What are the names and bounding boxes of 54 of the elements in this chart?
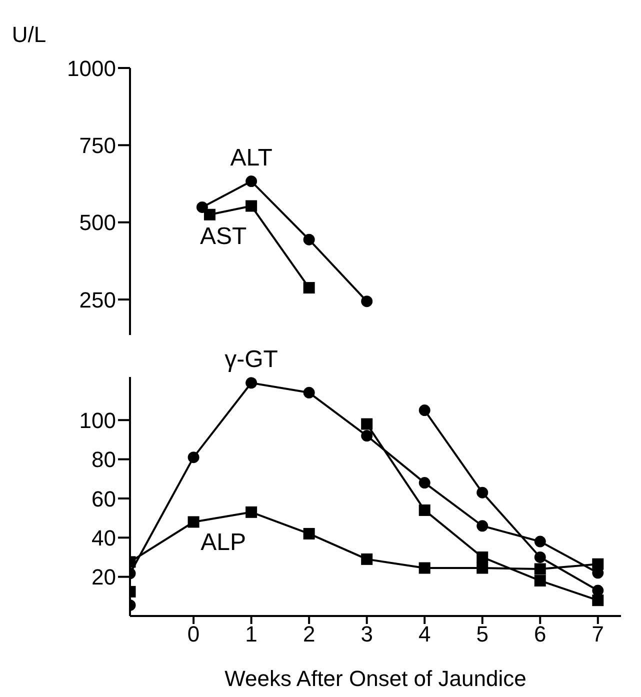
point — [196, 201, 208, 213]
x-tick-label: 6 — [534, 622, 546, 647]
point — [534, 574, 546, 586]
series-label: AST — [200, 222, 247, 250]
y-tick-label: 750 — [79, 132, 116, 158]
x-tick-label: 1 — [245, 622, 258, 647]
point — [418, 477, 430, 489]
x-tick-label: 4 — [418, 622, 431, 647]
series-label: γ-GT — [224, 346, 278, 373]
point — [476, 551, 488, 563]
x-tick-label: 5 — [476, 622, 488, 647]
point — [303, 282, 315, 294]
point — [534, 551, 546, 563]
point — [592, 584, 604, 596]
point — [303, 386, 315, 398]
point — [246, 176, 258, 188]
x-tick-label: 3 — [360, 622, 373, 647]
y-tick-label: 250 — [79, 287, 116, 312]
x-axis-title: Weeks After Onset of Jaundice — [224, 666, 526, 691]
point — [476, 486, 488, 498]
point — [418, 562, 430, 574]
point — [204, 208, 216, 220]
point — [246, 377, 258, 389]
point — [361, 418, 373, 430]
y-tick-label: 500 — [79, 210, 116, 236]
point — [418, 504, 430, 516]
point — [303, 528, 315, 540]
y-tick-label: 80 — [92, 447, 116, 472]
point — [303, 234, 315, 246]
point — [361, 296, 373, 308]
series-label: ALT — [230, 144, 273, 172]
point — [534, 536, 546, 548]
point — [361, 553, 373, 565]
point — [246, 200, 258, 212]
y-axis-title: U/L — [12, 22, 46, 47]
point — [476, 520, 488, 532]
y-tick-label: 20 — [92, 564, 116, 590]
point — [592, 558, 604, 570]
x-tick-label: 0 — [187, 622, 200, 647]
point — [534, 563, 546, 575]
point — [418, 404, 430, 416]
series-label: ALP — [200, 529, 246, 556]
x-tick-label: 7 — [592, 622, 604, 647]
y-tick-label: 40 — [92, 525, 116, 550]
y-tick-label: 100 — [79, 408, 116, 433]
x-tick-label: 2 — [302, 622, 316, 647]
point — [476, 562, 488, 574]
y-tick-label: 1000 — [67, 56, 116, 81]
point — [246, 506, 258, 518]
point — [188, 516, 200, 528]
point — [188, 452, 200, 464]
y-tick-label: 60 — [92, 486, 116, 512]
point — [592, 594, 604, 606]
point — [361, 430, 373, 442]
